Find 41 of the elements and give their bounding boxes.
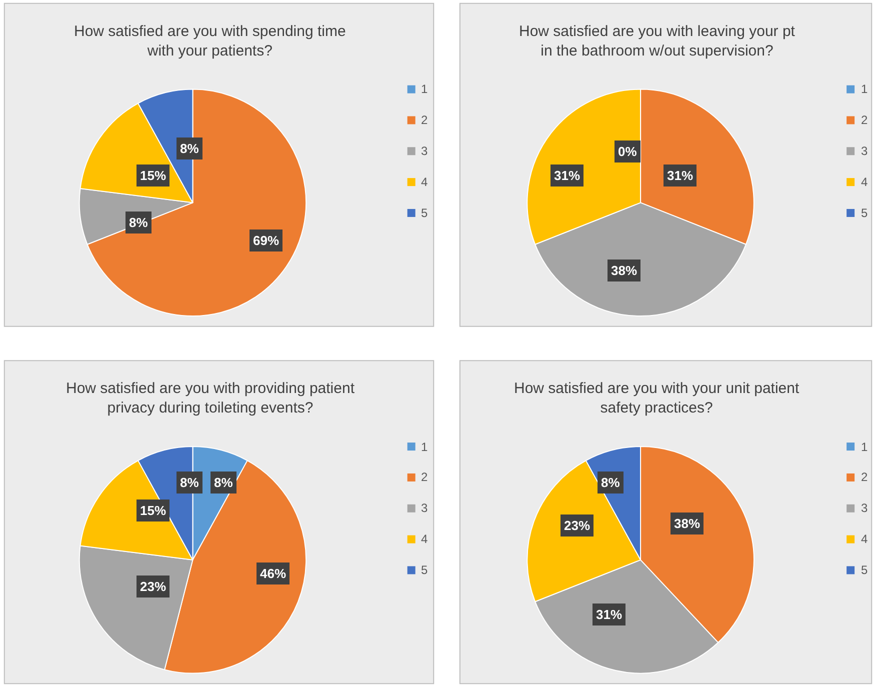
text: 0% xyxy=(618,144,637,159)
legend-label: 5 xyxy=(421,206,428,220)
legend-label: 1 xyxy=(421,440,428,454)
data-label: 8% xyxy=(129,215,148,230)
data-label: 38% xyxy=(674,516,700,531)
data-label: 8% xyxy=(180,141,200,156)
legend-label: 4 xyxy=(861,532,868,546)
chart-title: How satisfied are you with leaving your pt in the bathroom w/out supervision? xyxy=(519,23,796,60)
legend-label: 1 xyxy=(861,82,868,96)
legend-label: 2 xyxy=(861,470,868,484)
data-label: 8% xyxy=(601,475,620,490)
legend-label: 4 xyxy=(861,175,868,189)
data-label: 46% xyxy=(260,566,286,581)
data-label: 23% xyxy=(140,579,166,594)
legend-label: 4 xyxy=(421,532,428,546)
legend-label: 3 xyxy=(861,144,868,158)
chart-title: How satisfied are you with your unit patient safety practices? xyxy=(514,380,800,416)
legend-label: 3 xyxy=(421,144,428,158)
data-label: 31% xyxy=(554,168,580,183)
legend-label: 2 xyxy=(421,470,428,484)
data-label: 31% xyxy=(596,607,622,622)
legend-label: 1 xyxy=(421,82,428,96)
legend-label: 5 xyxy=(861,563,868,577)
data-label: 15% xyxy=(140,503,166,518)
legend-label: 5 xyxy=(861,206,868,220)
data-label: 8% xyxy=(180,475,200,490)
data-label: 15% xyxy=(140,168,166,183)
legend-label: 4 xyxy=(421,175,428,189)
legend-label: 3 xyxy=(421,501,428,515)
chart-title: How satisfied are you with spending time with your patients? xyxy=(74,23,346,60)
data-label: 38% xyxy=(611,263,638,278)
data-label: 8% xyxy=(214,475,234,490)
data-label: 69% xyxy=(253,233,280,248)
data-label: 23% xyxy=(564,518,590,533)
legend-label: 3 xyxy=(861,501,868,515)
legend-label: 5 xyxy=(421,563,428,577)
legend-label: 1 xyxy=(861,440,868,454)
chart-title: How satisfied are you with providing patient privacy during toileting events? xyxy=(66,380,356,416)
data-label: 31% xyxy=(667,168,694,183)
legend-label: 2 xyxy=(861,113,868,127)
legend-label: 2 xyxy=(421,113,428,127)
